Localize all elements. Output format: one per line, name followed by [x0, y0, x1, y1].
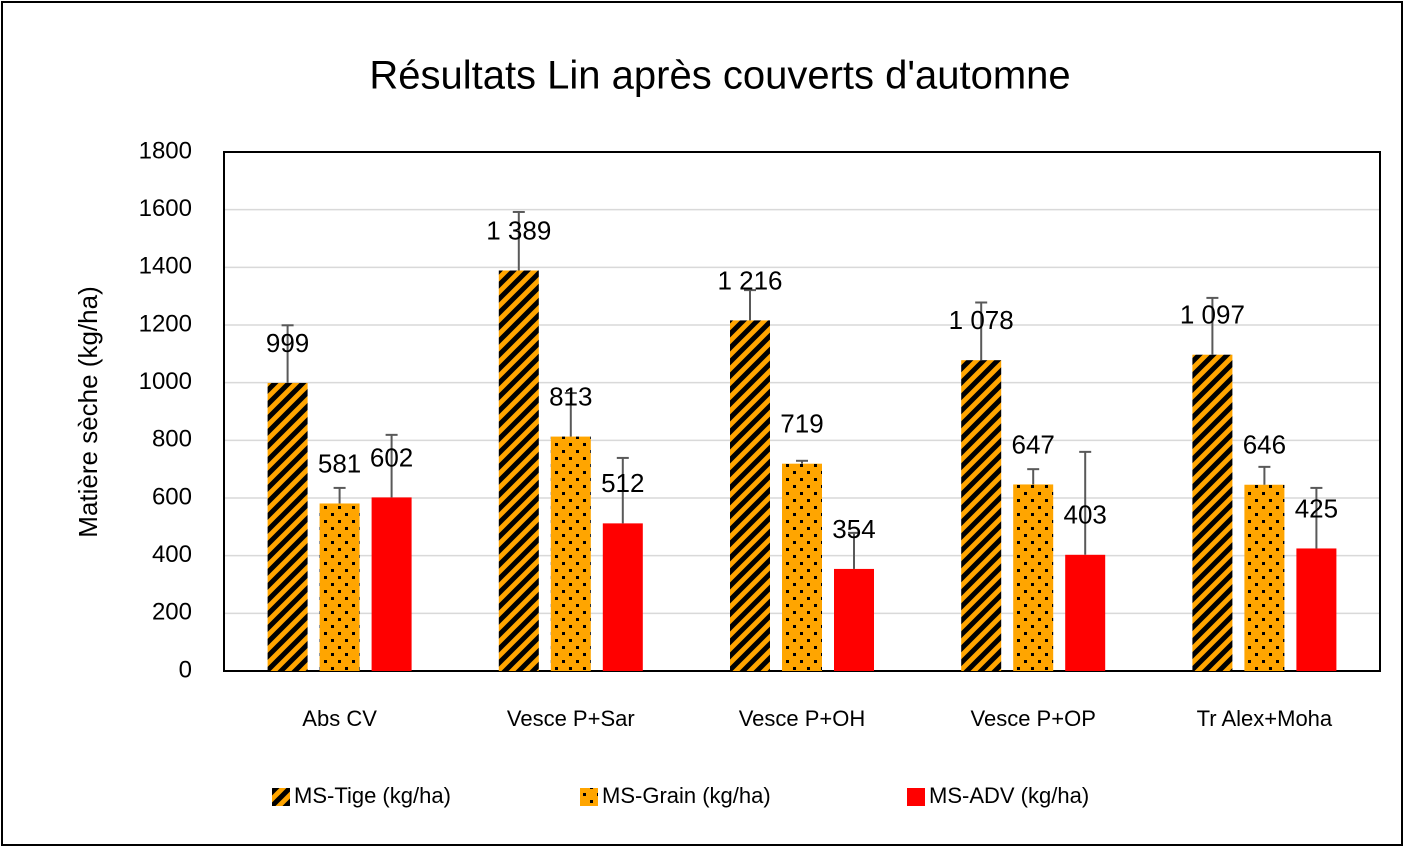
legend-swatch	[580, 788, 598, 806]
value-label: 1 216	[717, 265, 782, 295]
x-tick-label: Abs CV	[302, 706, 377, 731]
legend-label: MS-ADV (kg/ha)	[929, 783, 1089, 808]
value-label: 813	[549, 381, 592, 411]
x-tick-label: Tr Alex+Moha	[1197, 706, 1333, 731]
value-label: 425	[1295, 493, 1338, 523]
y-tick-label: 1200	[139, 310, 192, 337]
y-tick-label: 400	[152, 541, 192, 568]
legend-swatch	[907, 788, 925, 806]
value-label: 719	[780, 409, 823, 439]
value-label: 403	[1064, 500, 1107, 530]
value-label: 581	[318, 448, 361, 478]
bar	[1244, 484, 1285, 671]
bar	[1192, 354, 1233, 671]
y-tick-label: 800	[152, 426, 192, 453]
bar	[550, 436, 591, 671]
bar	[602, 523, 643, 671]
y-tick-label: 1000	[139, 368, 192, 395]
y-axis-label: Matière sèche (kg/ha)	[73, 286, 103, 537]
value-label: 354	[832, 514, 875, 544]
value-label: 1 078	[949, 305, 1014, 335]
x-tick-label: Vesce P+Sar	[507, 706, 635, 731]
value-label: 602	[370, 442, 413, 472]
bar	[1013, 484, 1054, 671]
bar	[961, 360, 1002, 671]
bar	[371, 497, 412, 671]
y-tick-label: 1400	[139, 253, 192, 280]
y-tick-label: 200	[152, 599, 192, 626]
bar	[1065, 554, 1106, 671]
bar	[319, 503, 360, 671]
value-label: 512	[601, 468, 644, 498]
value-label: 646	[1243, 430, 1286, 460]
x-tick-label: Vesce P+OH	[739, 706, 866, 731]
bar	[834, 568, 874, 671]
y-tick-label: 1600	[139, 195, 192, 222]
value-label: 1 389	[486, 215, 551, 245]
chart-title: Résultats Lin après couverts d'automne	[369, 54, 1070, 98]
legend-label: MS-Tige (kg/ha)	[294, 783, 451, 808]
y-tick-label: 600	[152, 483, 192, 510]
y-tick-label: 0	[179, 656, 192, 683]
value-label: 647	[1012, 429, 1055, 459]
value-label: 1 097	[1180, 300, 1245, 330]
bar	[782, 463, 822, 671]
legend-swatch	[272, 788, 290, 806]
legend-label: MS-Grain (kg/ha)	[602, 783, 771, 808]
bar	[267, 382, 308, 671]
y-tick-label: 1800	[139, 137, 192, 164]
x-tick-label: Vesce P+OP	[971, 706, 1096, 731]
value-label: 999	[266, 328, 309, 358]
bar	[1296, 548, 1337, 671]
bar	[730, 320, 770, 671]
bar	[498, 270, 539, 671]
